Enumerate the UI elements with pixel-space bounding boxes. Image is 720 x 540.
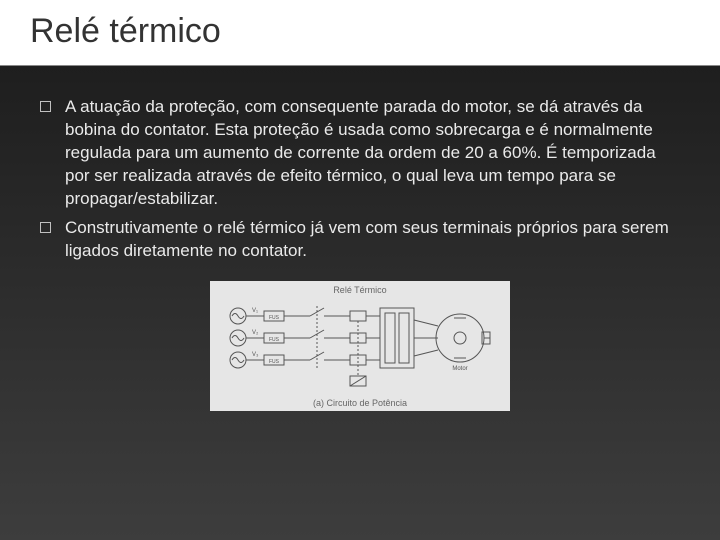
slide-title: Relé térmico bbox=[30, 12, 690, 51]
power-circuit-schematic: FUS FUS FUS bbox=[220, 298, 500, 393]
svg-text:FUS: FUS bbox=[269, 315, 280, 321]
svg-text:FUS: FUS bbox=[269, 337, 280, 343]
square-bullet-icon bbox=[40, 101, 51, 112]
svg-text:V₁: V₁ bbox=[252, 308, 258, 314]
figure-container: Relé Térmico bbox=[40, 281, 680, 411]
svg-text:V₂: V₂ bbox=[252, 330, 259, 336]
figure-caption-top: Relé Térmico bbox=[333, 285, 386, 295]
bullet-item: Construtivamente o relé térmico já vem c… bbox=[40, 217, 680, 263]
square-bullet-icon bbox=[40, 222, 51, 233]
bullet-item: A atuação da proteção, com consequente p… bbox=[40, 96, 680, 211]
slide-content: A atuação da proteção, com consequente p… bbox=[0, 66, 720, 421]
bullet-list: A atuação da proteção, com consequente p… bbox=[40, 96, 680, 263]
schematic-figure: Relé Térmico bbox=[210, 281, 510, 411]
svg-text:Motor: Motor bbox=[452, 366, 467, 372]
svg-text:FUS: FUS bbox=[269, 359, 280, 365]
bullet-text: A atuação da proteção, com consequente p… bbox=[65, 96, 680, 211]
svg-text:V₃: V₃ bbox=[252, 352, 259, 358]
title-bar: Relé térmico bbox=[0, 0, 720, 66]
figure-caption-bottom: (a) Circuito de Potência bbox=[313, 398, 407, 408]
bullet-text: Construtivamente o relé térmico já vem c… bbox=[65, 217, 680, 263]
